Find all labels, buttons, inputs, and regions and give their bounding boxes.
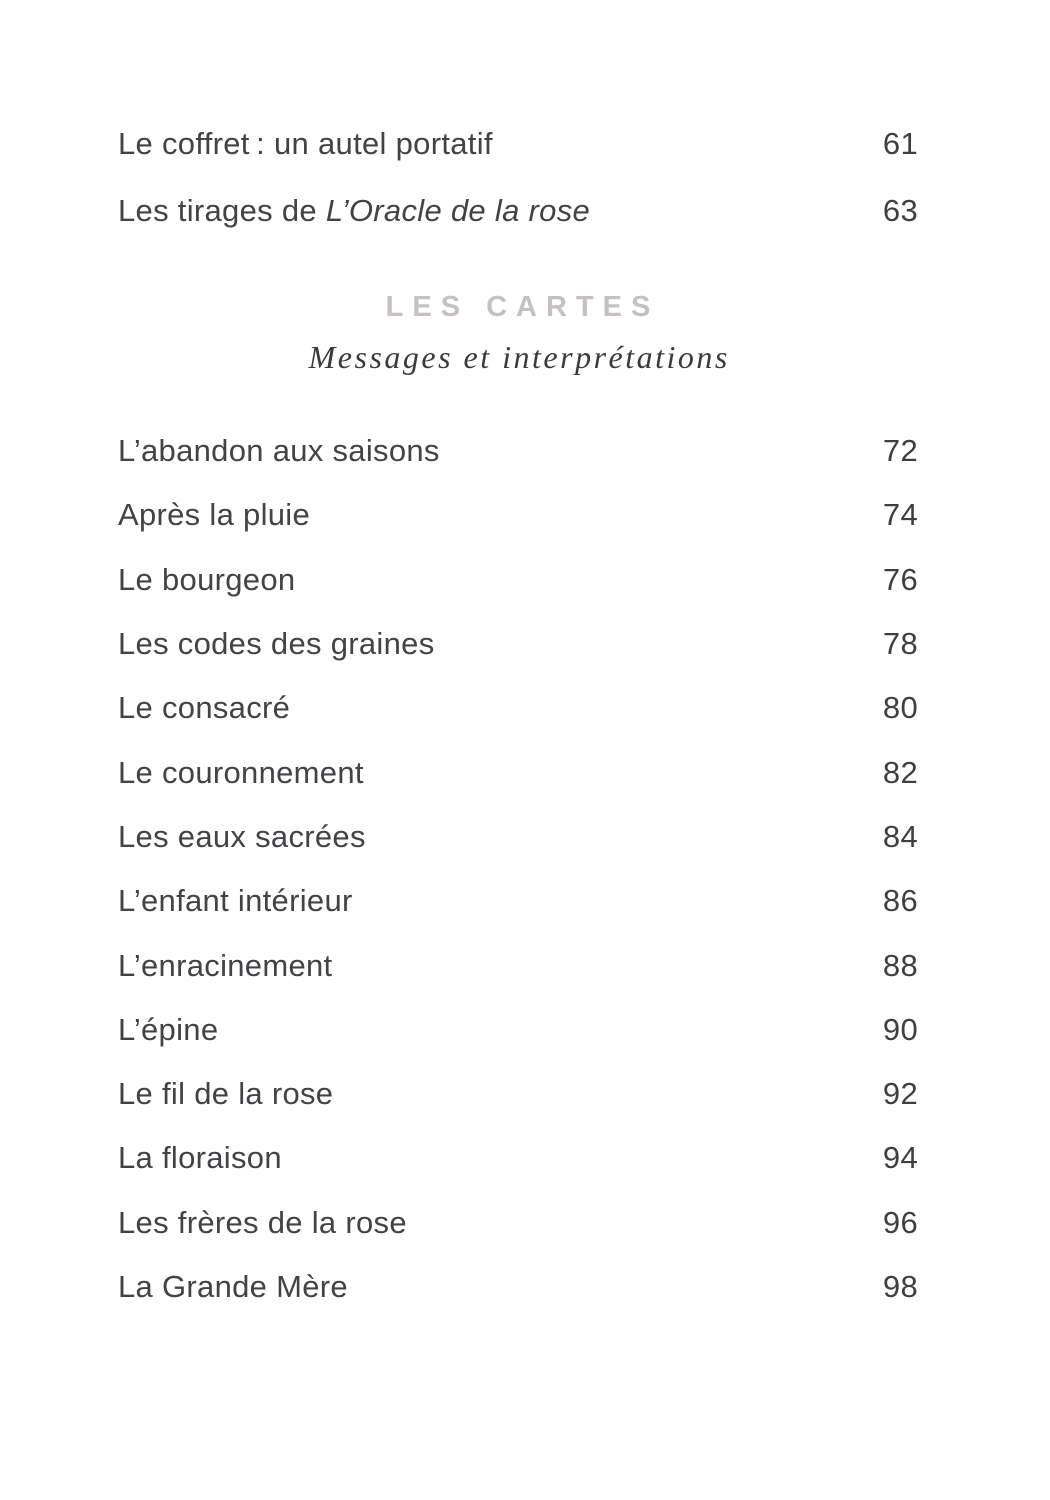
- toc-entry-title: Les codes des graines: [118, 626, 435, 662]
- toc-entry-page-number: 61: [882, 125, 918, 161]
- toc-entry-title: L’enfant intérieur: [118, 883, 353, 919]
- toc-entry-page-number: 84: [882, 818, 918, 854]
- toc-entry-title: L’abandon aux saisons: [118, 433, 440, 469]
- toc-entry-row: Les frères de la rose 96: [118, 1191, 918, 1255]
- toc-entry-page-number: 98: [882, 1269, 918, 1304]
- toc-entry-page-number: 80: [882, 690, 918, 726]
- toc-entry-title: Le consacré: [118, 690, 291, 726]
- toc-entry-title: Après la pluie: [118, 497, 311, 533]
- toc-entry-row: L’abandon aux saisons 72: [118, 419, 918, 483]
- toc-entry-row: Le consacré 80: [118, 676, 918, 740]
- toc-entry-page-number: 78: [882, 626, 918, 662]
- toc-entry-row: Les codes des graines 78: [118, 612, 918, 676]
- toc-entry-page-number: 96: [882, 1204, 918, 1240]
- toc-entry-title: L’enracinement: [118, 947, 333, 983]
- toc-entry-title: Les tirages de L’Oracle de la rose: [118, 193, 590, 229]
- toc-entry-title: Le fil de la rose: [118, 1076, 334, 1112]
- toc-entry-page-number: 82: [882, 754, 918, 790]
- toc-entry-title: Le bourgeon: [118, 561, 296, 597]
- toc-entry-title: La floraison: [118, 1140, 282, 1176]
- toc-entry-row: Le fil de la rose 92: [118, 1062, 918, 1126]
- toc-entry-row: Les tirages de L’Oracle de la rose 63: [118, 177, 918, 244]
- toc-entry-page-number: 92: [882, 1076, 918, 1112]
- toc-entry-row: Le couronnement 82: [118, 740, 918, 804]
- toc-entry-page-number: 88: [882, 947, 918, 983]
- toc-entry-title: La Grande Mère: [118, 1269, 348, 1304]
- toc-entry-title-prefix: Les tirages de: [118, 192, 326, 228]
- toc-entry-row: L’épine 90: [118, 998, 918, 1062]
- toc-entry-title: Le coffret : un autel portatif: [118, 125, 493, 161]
- toc-entry-title: Les eaux sacrées: [118, 818, 366, 854]
- toc-entry-row: Les eaux sacrées 84: [118, 805, 918, 869]
- toc-entry-title-book-name: L’Oracle de la rose: [325, 192, 591, 228]
- toc-entry-row: Le bourgeon 76: [118, 548, 918, 612]
- toc-entry-page-number: 94: [882, 1140, 918, 1176]
- toc-entry-row: L’enfant intérieur 86: [118, 869, 918, 933]
- toc-entry-title: Le couronnement: [118, 754, 364, 790]
- toc-entry-row: Après la pluie 74: [118, 483, 918, 547]
- toc-entry-title: Les frères de la rose: [118, 1204, 407, 1240]
- toc-entry-page-number: 74: [882, 497, 918, 533]
- toc-entry-page-number: 86: [882, 883, 918, 919]
- toc-entry-row: L’enracinement 88: [118, 933, 918, 997]
- section-subtitle: Messages et interprétations: [308, 339, 730, 375]
- toc-entry-list: L’abandon aux saisons 72 Après la pluie …: [118, 419, 918, 1319]
- toc-entry-row: La Grande Mère 98: [118, 1255, 918, 1319]
- toc-entry-page-number: 72: [882, 433, 918, 469]
- toc-top-section: Le coffret : un autel portatif 61 Les ti…: [118, 0, 918, 244]
- toc-entry-page-number: 63: [882, 192, 918, 228]
- toc-entry-title: L’épine: [118, 1011, 219, 1047]
- toc-content-column: Le coffret : un autel portatif 61 Les ti…: [118, 0, 918, 1319]
- toc-entry-page-number: 90: [882, 1011, 918, 1047]
- toc-entry-page-number: 76: [882, 561, 918, 597]
- section-heading: LES CARTES: [385, 291, 660, 323]
- toc-entry-row: Le coffret : un autel portatif 61: [118, 110, 918, 177]
- toc-entry-row: La floraison 94: [118, 1126, 918, 1190]
